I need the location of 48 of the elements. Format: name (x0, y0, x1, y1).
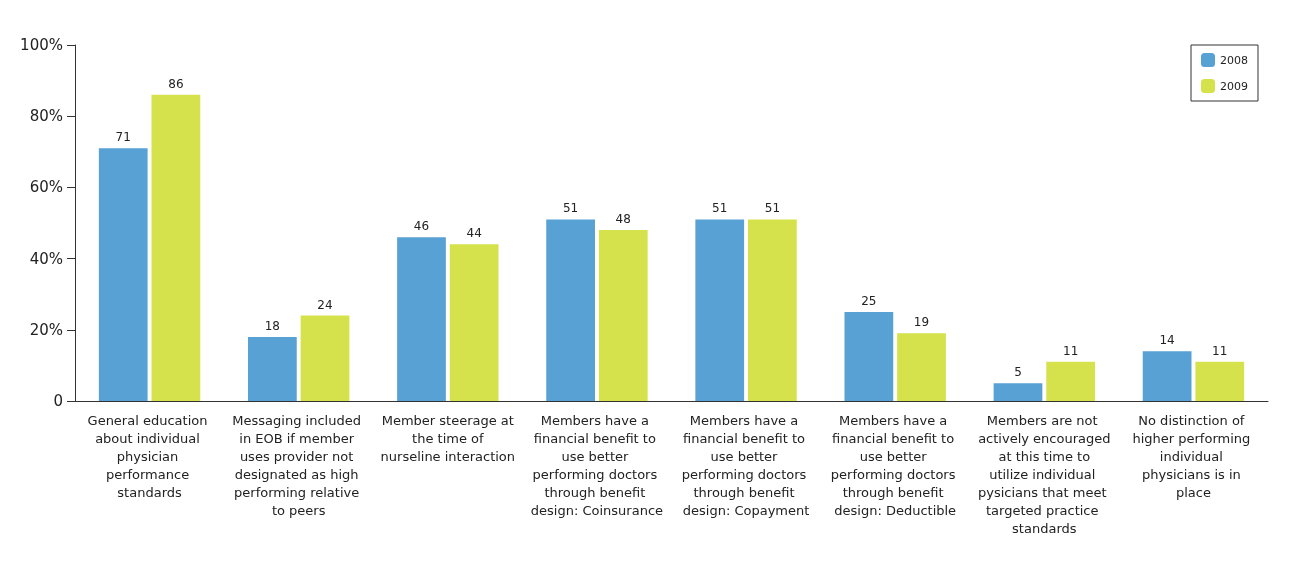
data-label: 46 (413, 219, 430, 234)
data-label: 18 (264, 318, 280, 333)
data-label: 48 (615, 212, 631, 227)
bar (695, 219, 745, 401)
bar (897, 333, 946, 401)
bar (598, 230, 648, 401)
x-tick-label: No distinction of higher performing individual physicians is in place (1132, 412, 1255, 500)
bar (397, 237, 446, 401)
bar (300, 315, 350, 401)
data-label: 25 (861, 294, 877, 308)
bar (844, 312, 894, 401)
bar (1195, 361, 1245, 401)
y-tick-label: 100% (20, 36, 63, 54)
y-tick-label: 40% (29, 249, 63, 268)
y-tick-label: 60% (29, 178, 63, 197)
data-label: 11 (1063, 343, 1079, 358)
data-label: 51 (712, 201, 728, 216)
data-label: 71 (115, 130, 131, 145)
x-tick-label: General education about individual physician performance standards (87, 412, 212, 500)
bar (247, 336, 297, 401)
x-tick-label: Members have a financial benefit to use better performing doctors through benefit design: Coinsurance (530, 412, 664, 518)
bar (449, 244, 499, 401)
y-tick-label: 80% (29, 107, 63, 126)
data-label: 51 (562, 201, 579, 216)
x-tick-label: Members are not actively encouraged at this time to utilize individual pysicians that meet targeted practice standards (978, 412, 1111, 536)
data-label: 86 (168, 76, 184, 91)
bar (993, 383, 1043, 401)
x-tick-label: Members have a financial benefit to use better performing doctors through benefit design: Copayment (681, 412, 811, 518)
y-tick-label: 20% (29, 320, 63, 339)
legend-label: 2008 (1220, 53, 1249, 67)
data-label: 44 (466, 226, 482, 241)
bar (1046, 361, 1096, 401)
x-tick-label: Members have a financial benefit to use better performing doctors through benefit design: Deductible (830, 412, 960, 518)
bar (151, 94, 201, 401)
data-label: 11 (1212, 343, 1228, 358)
bar (98, 148, 148, 401)
bar (546, 219, 595, 401)
bar (1142, 351, 1192, 401)
legend-label: 2009 (1220, 79, 1249, 93)
data-label: 5 (1014, 365, 1022, 380)
y-tick-label: 0 (53, 392, 63, 410)
data-label: 19 (913, 315, 930, 330)
x-tick-label: Member steerage at the time of nurseline interaction (380, 412, 516, 464)
bar (748, 219, 797, 401)
data-label: 24 (317, 297, 333, 312)
data-label: 51 (764, 201, 781, 216)
data-label: 14 (1159, 333, 1175, 348)
x-tick-label: Messaging included in EOB if member uses provider not designated as high performing relative to peers (232, 412, 366, 518)
